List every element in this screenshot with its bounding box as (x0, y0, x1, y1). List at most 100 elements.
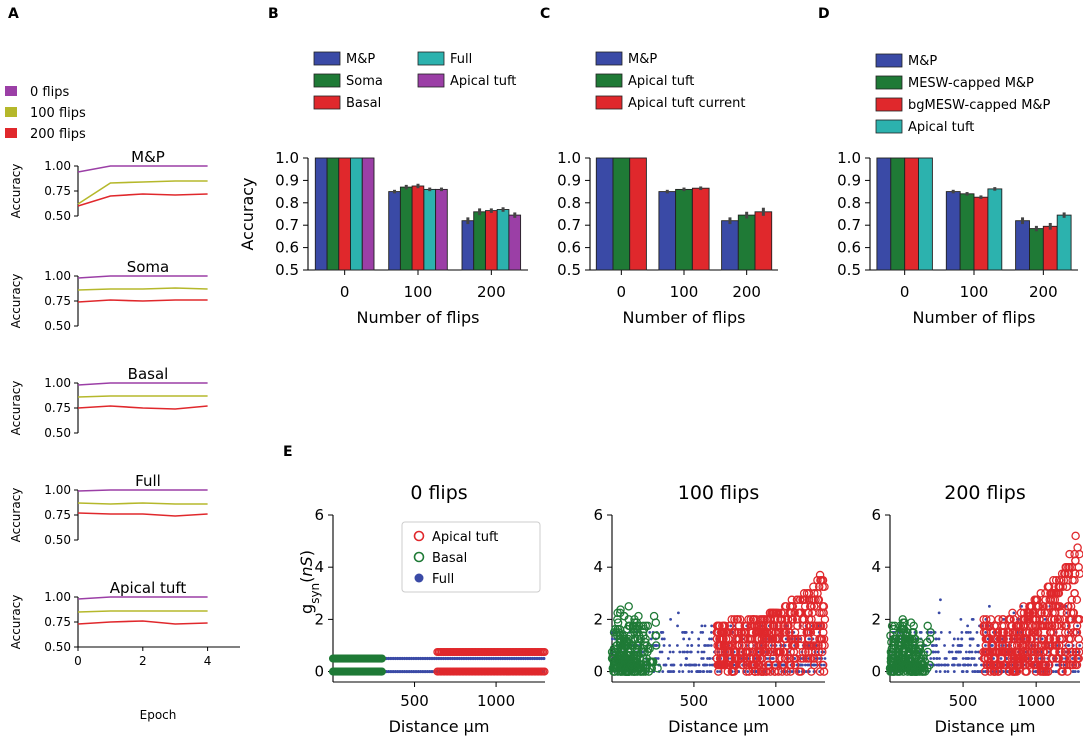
point-full (823, 657, 827, 660)
point-apical-tuft (1024, 608, 1034, 618)
panel-b-legend: M&P Full Soma Apical tuft Basal (313, 51, 516, 111)
legend-label-basal: Basal (432, 551, 467, 566)
point-apical-tuft (1055, 641, 1064, 650)
point-full (937, 663, 940, 667)
point-basal (633, 628, 642, 637)
subplot-mandp: M&P 0.50 0.75 1.00 Accuracy (9, 148, 208, 223)
y-tick-label: 1.0 (837, 149, 861, 167)
series-line-200-flips (77, 620, 208, 625)
y-tick-label: 0.5 (275, 261, 299, 279)
point-apical-tuft (1049, 575, 1058, 585)
bar-apical-tuft-200 (737, 214, 756, 271)
point-full (428, 669, 432, 674)
bar-apical-tuft-current-0 (629, 157, 647, 271)
point-apical-tuft (1023, 634, 1032, 644)
point-full (958, 650, 962, 654)
point-apical-tuft (540, 667, 549, 676)
point-full (818, 657, 822, 660)
point-full (705, 670, 709, 673)
point-full (970, 637, 974, 641)
point-full (610, 637, 614, 641)
point-full (706, 657, 709, 660)
series-line-200-flips (77, 193, 208, 207)
point-full (707, 644, 711, 647)
y-tick-label: 1.00 (44, 376, 71, 390)
point-full (664, 663, 668, 667)
point-full (466, 656, 471, 661)
legend-label-apical-tuft: Apical tuft (432, 530, 498, 545)
point-full (416, 656, 420, 661)
point-apical-tuft (753, 628, 762, 637)
point-full (1076, 670, 1080, 673)
point-full (478, 656, 482, 661)
legend-marker-apical-tuft (413, 530, 425, 542)
point-full (944, 657, 948, 660)
point-full (807, 663, 811, 667)
point-apical-tuft (788, 602, 798, 611)
point-full (687, 670, 691, 673)
panel-label-d: D (818, 6, 830, 22)
point-full (389, 656, 393, 661)
point-full (702, 650, 706, 654)
point-apical-tuft (785, 660, 795, 670)
point-full (669, 617, 672, 621)
point-full (496, 656, 500, 661)
bar-bgmesw-capped-mandp-100 (973, 196, 989, 271)
point-full (1012, 611, 1016, 615)
legend-swatch-mesw-capped-mandp (875, 75, 903, 90)
point-basal (621, 641, 631, 650)
bar-full-200 (496, 209, 510, 271)
point-basal (915, 637, 924, 647)
point-basal (624, 602, 633, 611)
y-tick-label: 0 (314, 663, 324, 681)
point-basal (895, 664, 905, 673)
point-full (939, 598, 942, 602)
point-full (402, 656, 407, 661)
point-full (820, 663, 823, 667)
point-full (512, 656, 516, 661)
point-full (526, 656, 530, 661)
point-full (938, 670, 942, 673)
scatter-points (328, 647, 549, 676)
x-tick-label: 100 (670, 283, 699, 301)
bar-mesw-capped-mandp-200 (1029, 228, 1044, 271)
subplot-title: Soma (127, 258, 170, 276)
point-full (469, 656, 473, 661)
point-full (672, 663, 676, 667)
point-apical-tuft (1036, 654, 1046, 663)
point-full (523, 656, 528, 661)
point-full (708, 663, 712, 667)
bar-bgmesw-capped-mandp-200 (1042, 225, 1058, 271)
point-apical-tuft (987, 641, 996, 650)
point-apical-tuft (1075, 569, 1083, 578)
bar-apical-tuft-200 (508, 214, 522, 271)
point-apical-tuft (723, 641, 733, 650)
x-axis-label: Number of flips (357, 308, 480, 327)
point-full (754, 670, 758, 673)
point-basal (890, 664, 899, 673)
point-full (471, 656, 475, 661)
subplot-title: Basal (128, 365, 169, 383)
point-apical-tuft (1037, 634, 1046, 644)
legend-label-mesw-capped-mandp: MESW-capped M&P (908, 76, 1034, 91)
point-full (700, 650, 704, 654)
point-full (943, 670, 947, 673)
point-full (971, 670, 975, 673)
point-full (937, 611, 941, 615)
y-tick-label: 1.00 (44, 159, 71, 173)
point-full (473, 656, 477, 661)
legend-swatch-apical-tuft (595, 73, 623, 88)
point-full (391, 669, 395, 674)
point-apical-tuft (1075, 615, 1083, 624)
x-tick-label: 500 (680, 692, 709, 710)
point-full (1054, 670, 1058, 673)
y-tick-label: 0.50 (44, 426, 71, 440)
point-full (423, 669, 427, 674)
point-apical-tuft (1058, 667, 1067, 676)
legend-swatch-200-flips (5, 128, 17, 138)
point-basal (908, 660, 917, 670)
point-apical-tuft (1010, 654, 1020, 663)
point-apical-tuft (786, 667, 795, 676)
point-full (716, 670, 719, 673)
panel-a-subplots: M&P0.500.751.00AccuracySoma0.500.751.00A… (9, 148, 240, 668)
